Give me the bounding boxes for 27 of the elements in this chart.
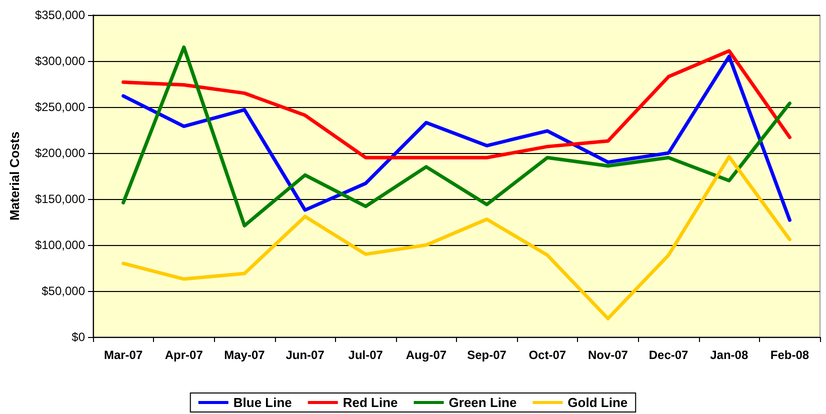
x-tick-label: Sep-07 — [467, 348, 507, 362]
x-tick-label: Feb-08 — [770, 348, 810, 362]
legend-label: Green Line — [448, 395, 517, 410]
y-tick-label: $350,000 — [34, 8, 86, 22]
line-series — [122, 154, 792, 320]
x-tick-label: Dec-07 — [648, 348, 689, 362]
x-tick-label: May-07 — [224, 348, 266, 362]
x-tick-label: Mar-07 — [104, 348, 143, 362]
x-tick-label: Nov-07 — [588, 348, 628, 362]
y-tick-label: $100,000 — [34, 238, 86, 252]
x-tick-label: Jan-08 — [710, 348, 748, 362]
x-tick-label: Oct-07 — [528, 348, 566, 362]
y-tick-label: $50,000 — [42, 284, 86, 298]
y-axis-title: Material Costs — [7, 132, 22, 220]
line-series — [122, 49, 792, 160]
x-tick-label: Jul-07 — [348, 348, 384, 362]
y-tick-label: $0 — [72, 330, 86, 344]
legend-label: Blue Line — [233, 395, 292, 410]
x-tick-label: Aug-07 — [406, 348, 447, 362]
y-tick-label: $250,000 — [34, 100, 86, 114]
y-tick-label: $200,000 — [34, 146, 86, 160]
y-tick-label: $300,000 — [34, 54, 86, 68]
legend-label: Red Line — [342, 395, 398, 410]
legend-label: Gold Line — [568, 395, 628, 410]
y-tick-label: $150,000 — [34, 192, 86, 206]
x-tick-label: Apr-07 — [164, 348, 204, 362]
x-tick-label: Jun-07 — [286, 348, 325, 362]
